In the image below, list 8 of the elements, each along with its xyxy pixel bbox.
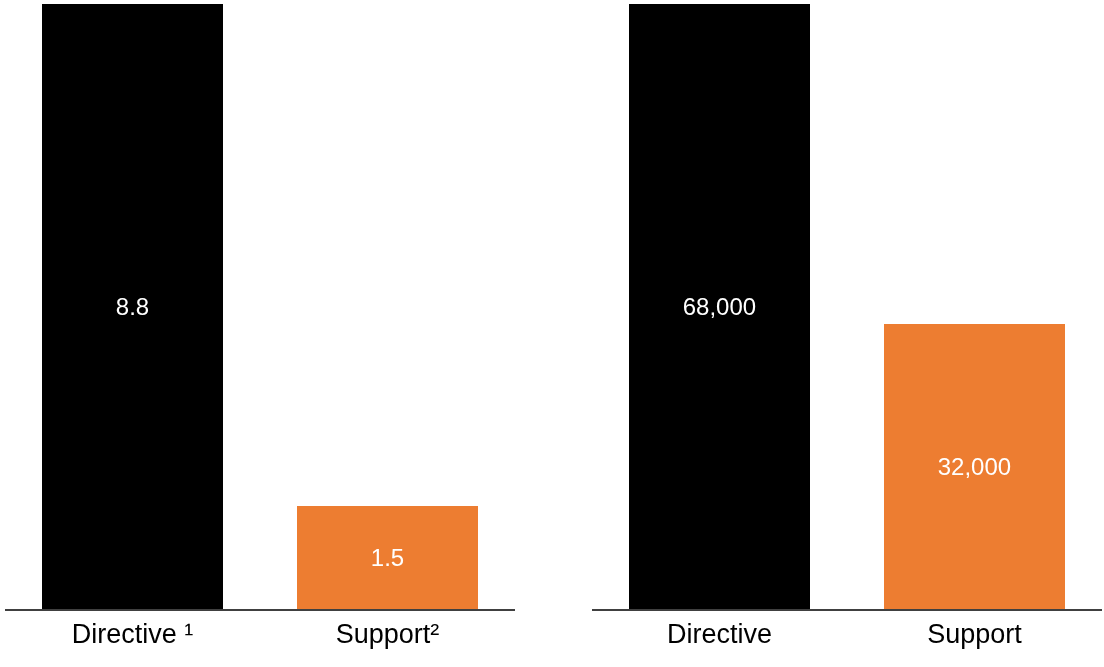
data-label: 8.8 — [115, 293, 150, 320]
x-tick-label: Support² — [335, 619, 440, 650]
data-label: 68,000 — [682, 293, 757, 320]
x-tick-label: Support — [927, 619, 1023, 650]
data-label: 1.5 — [370, 544, 405, 571]
x-tick-label: Directive — [666, 619, 772, 650]
x-tick-label: Directive ¹ — [71, 619, 194, 650]
data-label: 32,000 — [937, 453, 1012, 480]
